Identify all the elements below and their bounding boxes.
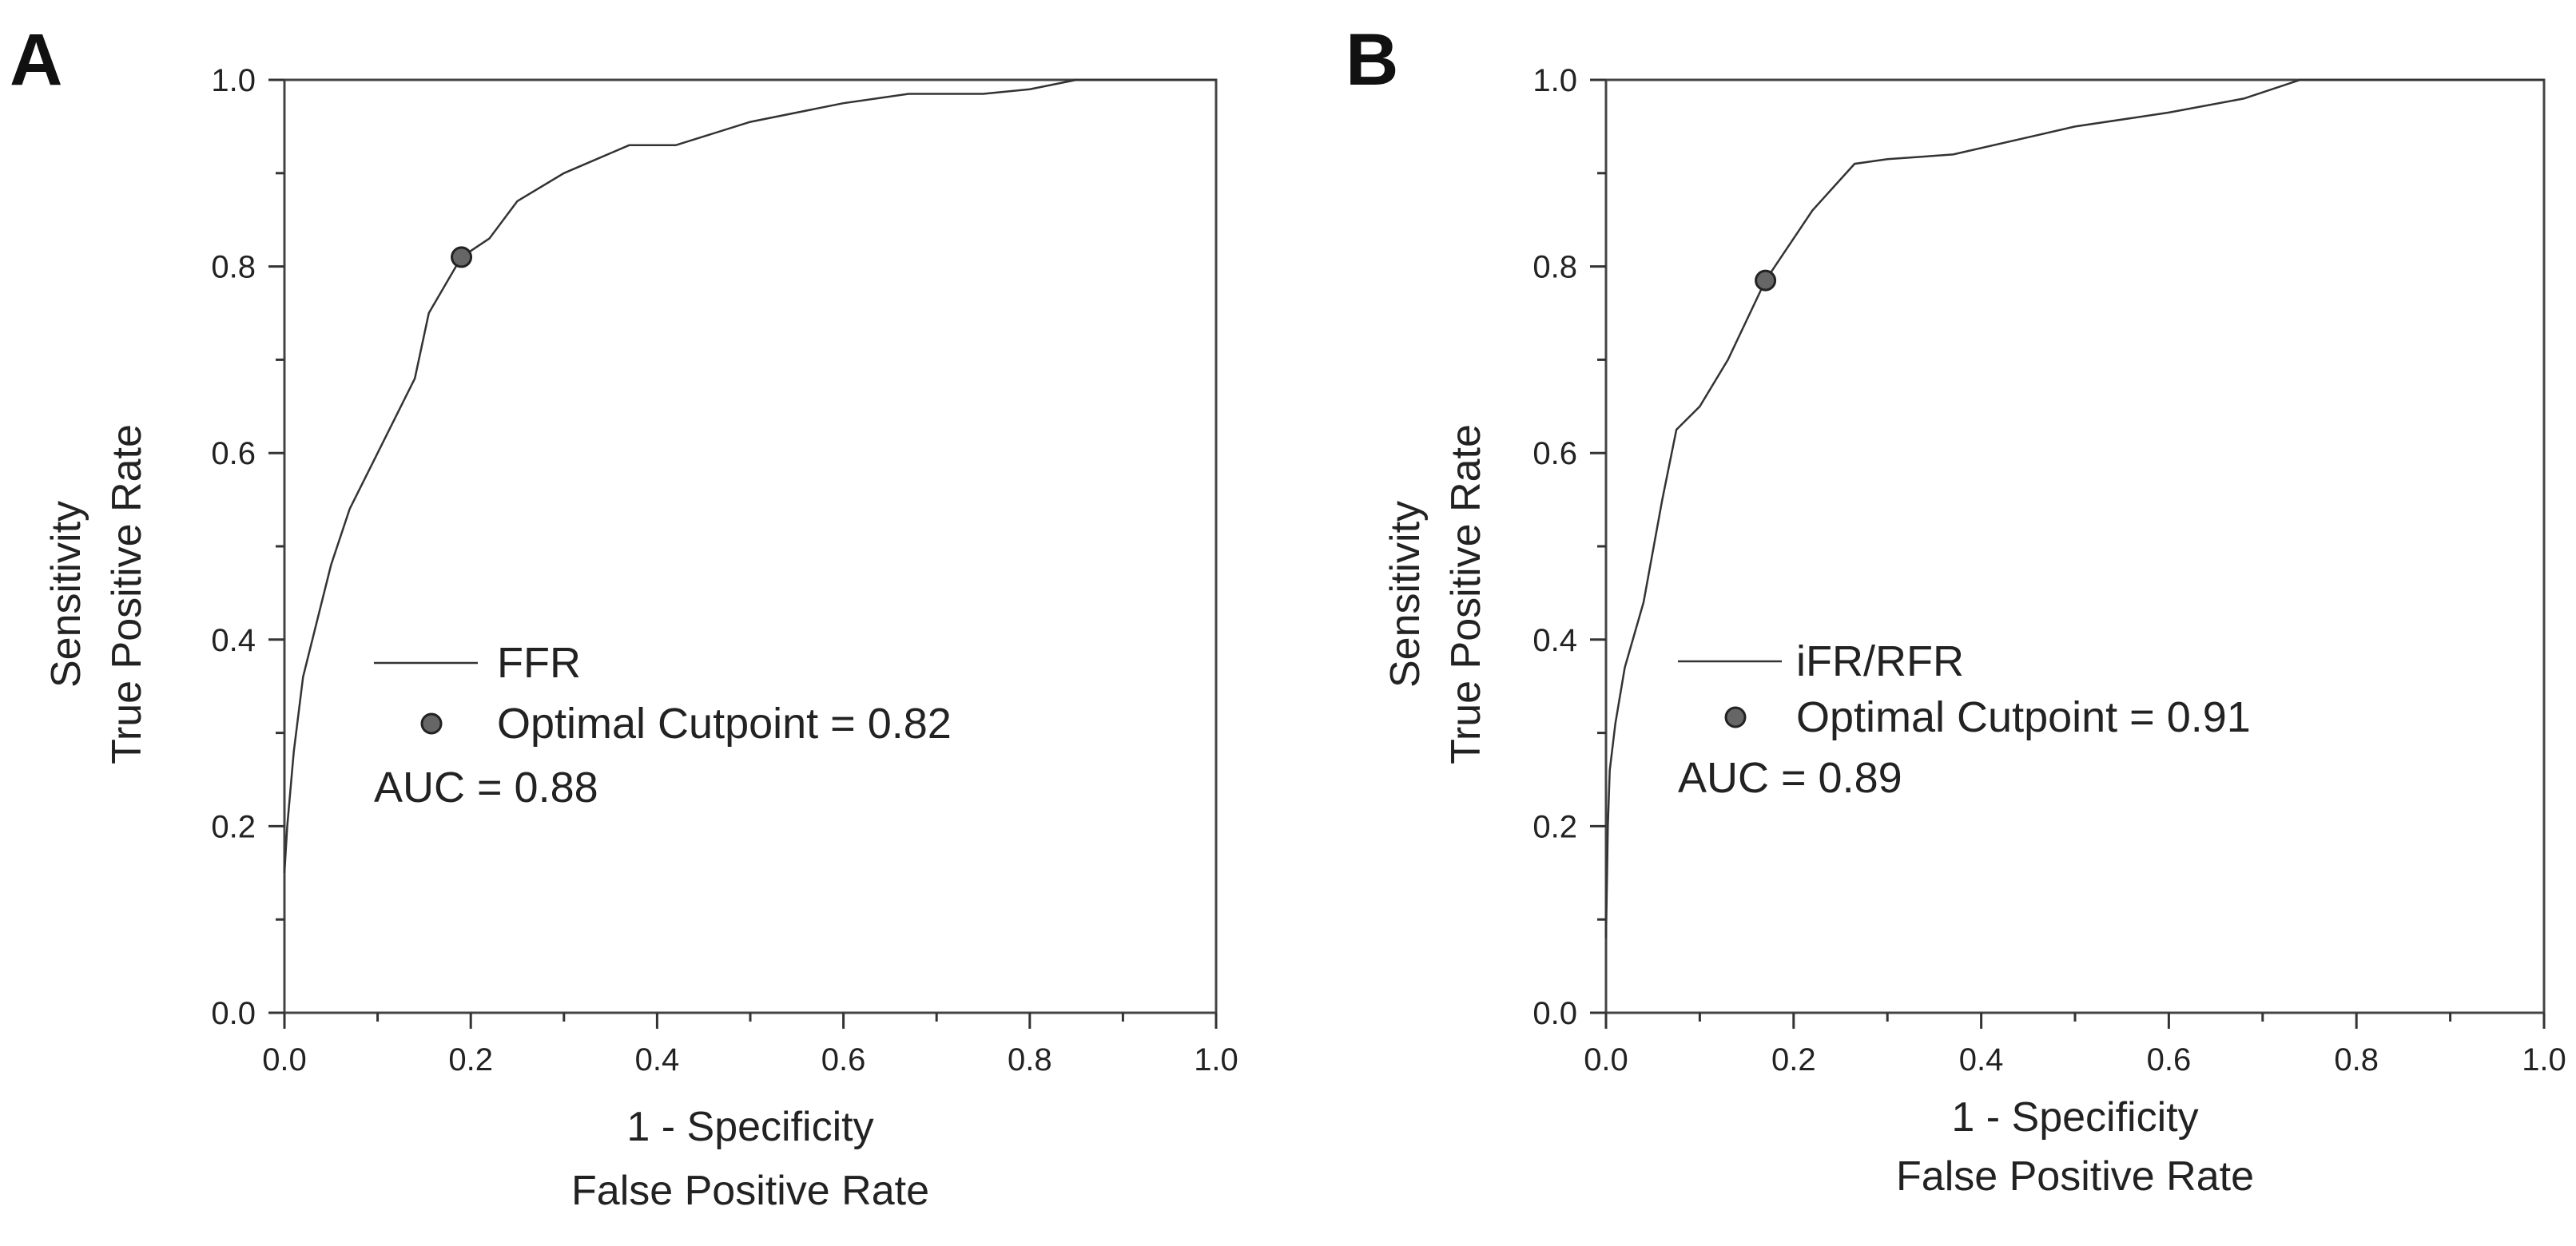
y-axis-subtitle: True Positive Rate: [104, 424, 150, 764]
y-tick-label: 1.0: [211, 63, 256, 98]
panel-letter: A: [10, 19, 62, 101]
optimal-cutpoint-marker: [1755, 269, 1777, 292]
roc-panel-b: B 0.0 0.2 0.4 0.6 0.8 1.0 0.0 0.2 0.4 0.6 0.8 1.0 1 -…: [1346, 19, 2566, 1200]
x-tick-label: 0.8: [1008, 1042, 1052, 1077]
x-tick-label: 0.2: [1771, 1042, 1816, 1077]
x-tick-label: 0.8: [2334, 1042, 2379, 1077]
y-tick-label: 0.4: [1532, 623, 1577, 658]
x-tick-label: 0.0: [262, 1042, 307, 1077]
x-tick-label: 0.6: [821, 1042, 866, 1077]
y-axis-title: Sensitivity: [1382, 501, 1429, 688]
y-tick-label: 0.6: [211, 436, 256, 471]
legend-cutpoint-label: Optimal Cutpoint = 0.91: [1796, 693, 2251, 741]
legend-marker-swatch: [1724, 706, 1747, 728]
x-axis-subtitle: False Positive Rate: [571, 1168, 929, 1214]
x-axis-title: 1 - Specificity: [1951, 1094, 2198, 1141]
x-axis-title: 1 - Specificity: [626, 1104, 873, 1150]
y-tick-label: 0.6: [1532, 436, 1577, 471]
y-tick-label: 0.2: [1532, 809, 1577, 844]
y-tick-label: 0.0: [211, 996, 256, 1031]
legend-series-label: iFR/RFR: [1796, 637, 1964, 685]
y-tick-label: 0.2: [211, 809, 256, 844]
plot-frame: [1604, 78, 2546, 1014]
optimal-cutpoint-marker: [451, 246, 473, 268]
auc-annotation: AUC = 0.88: [374, 764, 598, 811]
x-tick-label: 0.0: [1584, 1042, 1628, 1077]
roc-panel-a: A 0.0 0.2 0.4 0.6 0.8 1.0 0.0 0.2 0.4 0.6 0.8 1.0 1 -…: [10, 19, 1238, 1214]
y-tick-label: 0.8: [211, 250, 256, 285]
legend-marker-swatch: [420, 712, 443, 735]
x-tick-label: 1.0: [2522, 1042, 2566, 1077]
plot-frame: [283, 78, 1218, 1014]
roc-curve-line: [283, 78, 1216, 873]
panel-letter: B: [1346, 19, 1398, 101]
roc-curve-line: [1604, 78, 2544, 938]
x-tick-label: 0.2: [448, 1042, 493, 1077]
y-tick-label: 0.4: [211, 623, 256, 658]
x-tick-label: 0.6: [2147, 1042, 2192, 1077]
y-tick-label: 1.0: [1532, 63, 1577, 98]
legend-series-label: FFR: [497, 639, 581, 687]
auc-annotation: AUC = 0.89: [1678, 754, 1902, 802]
x-tick-label: 0.4: [635, 1042, 680, 1077]
x-tick-label: 0.4: [1959, 1042, 2004, 1077]
legend-cutpoint-label: Optimal Cutpoint = 0.82: [497, 700, 952, 748]
y-axis-subtitle: True Positive Rate: [1443, 424, 1489, 764]
y-axis-title: Sensitivity: [43, 501, 89, 688]
y-tick-label: 0.8: [1532, 250, 1577, 285]
y-tick-label: 0.0: [1532, 996, 1577, 1031]
x-tick-label: 1.0: [1194, 1042, 1238, 1077]
x-axis-subtitle: False Positive Rate: [1896, 1153, 2254, 1200]
